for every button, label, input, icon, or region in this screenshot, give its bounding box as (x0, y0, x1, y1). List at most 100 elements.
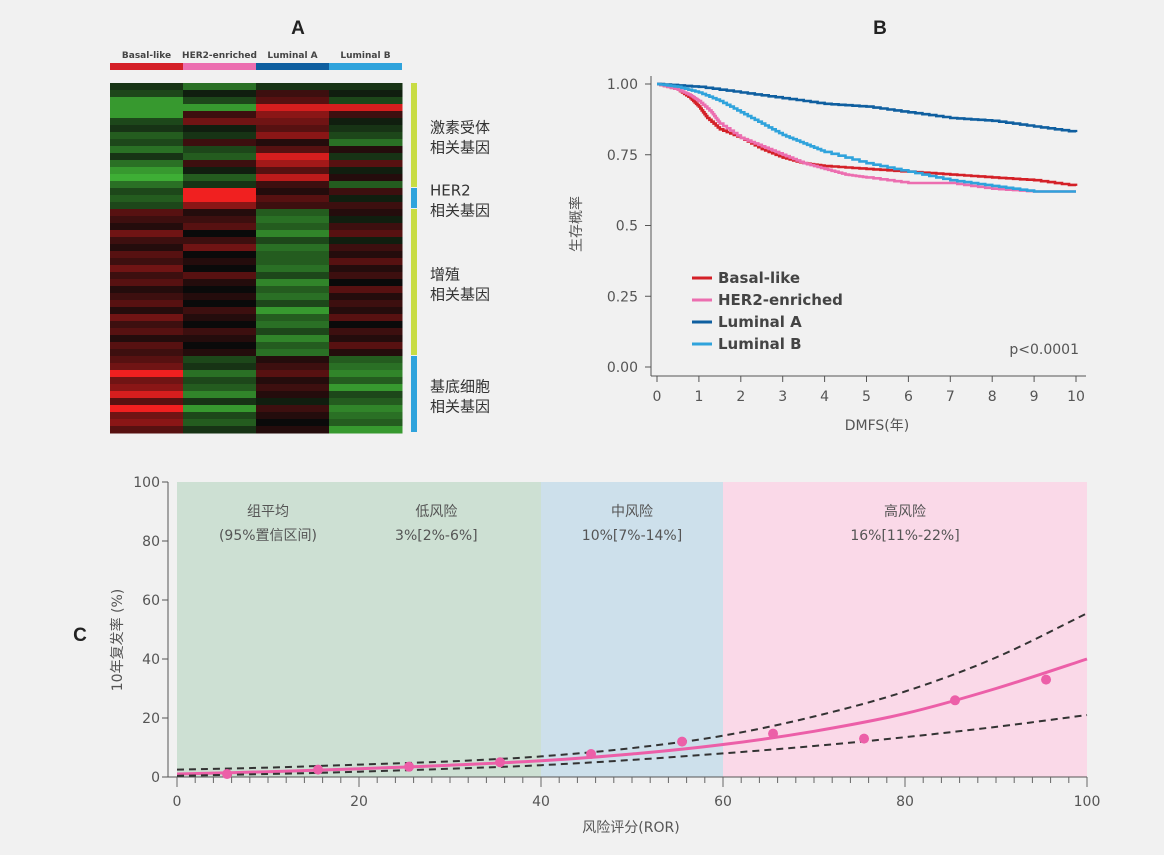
heatmap-cell (183, 90, 257, 98)
heatmap-cell (110, 272, 184, 280)
heatmap-cell (329, 391, 403, 399)
heatmap-cell (329, 398, 403, 406)
heatmap-cell (329, 97, 403, 105)
heatmap-cell (183, 363, 257, 371)
heatmap-cell (183, 258, 257, 266)
heatmap-cell (183, 237, 257, 245)
heatmap-cell (329, 328, 403, 336)
heatmap-cell (183, 251, 257, 259)
heatmap-cell (110, 391, 184, 399)
risk-zone-label: 高风险 (884, 503, 926, 520)
risk-data-point (1041, 674, 1052, 685)
heatmap-cell (110, 202, 184, 210)
gene-group-label: 相关基因 (430, 139, 490, 157)
heatmap-cell (256, 167, 330, 175)
subtype-label: HER2-enriched (182, 51, 257, 61)
heatmap-cell (256, 104, 330, 112)
survival-x-tick-label: 3 (778, 389, 787, 405)
risk-data-point (313, 764, 324, 775)
gene-group-bar (411, 83, 417, 187)
heatmap-cell (183, 216, 257, 224)
heatmap-cell (183, 265, 257, 273)
heatmap-cell (110, 314, 184, 322)
heatmap-cell (329, 258, 403, 266)
risk-data-point (859, 733, 870, 744)
risk-zone-label: 低风险 (415, 504, 457, 520)
heatmap-cell (183, 300, 257, 308)
risk-zone (723, 482, 1087, 777)
heatmap-cell (110, 335, 184, 343)
heatmap-cell (329, 153, 403, 161)
heatmap-cell (329, 251, 403, 259)
heatmap-cell (256, 132, 330, 140)
gene-group-label: 增殖 (430, 266, 460, 284)
survival-y-tick-label: 1.00 (607, 77, 638, 93)
heatmap-cell (329, 349, 403, 357)
survival-x-tick-label: 4 (820, 389, 829, 405)
heatmap-cell (256, 209, 330, 217)
risk-y-tick-label: 40 (142, 652, 160, 668)
heatmap-cell (183, 328, 257, 336)
heatmap-cell (256, 195, 330, 203)
heatmap-cell (110, 370, 184, 378)
heatmap-cell (183, 160, 257, 168)
heatmap-cell (110, 83, 184, 91)
heatmap-cell (256, 412, 330, 420)
heatmap-cell (256, 328, 330, 336)
heatmap-cell (183, 335, 257, 343)
heatmap-cell (329, 279, 403, 287)
heatmap-cell (183, 97, 257, 105)
heatmap-cell (329, 111, 403, 119)
heatmap-cell (329, 314, 403, 322)
heatmap-cell (183, 286, 257, 294)
survival-curve (657, 82, 1078, 187)
legend-entry: Luminal B (718, 335, 802, 353)
heatmap-cell (329, 426, 403, 434)
heatmap-cell (183, 195, 257, 203)
heatmap-cell (110, 118, 184, 126)
risk-y-axis-label: 10年复发率 (%) (109, 589, 126, 692)
heatmap-cell (256, 181, 330, 189)
heatmap-cell (183, 377, 257, 385)
heatmap-cell (256, 188, 330, 196)
heatmap-cell (110, 363, 184, 371)
heatmap-cell (329, 188, 403, 196)
heatmap-cell (183, 118, 257, 126)
heatmap-cell (329, 90, 403, 98)
heatmap-cell (110, 195, 184, 203)
heatmap-cell (329, 272, 403, 280)
heatmap-cell (329, 132, 403, 140)
heatmap-cell (329, 167, 403, 175)
risk-ci-curve (176, 714, 1088, 777)
heatmap-cell (183, 188, 257, 196)
heatmap-cell (329, 104, 403, 112)
heatmap-cell (110, 328, 184, 336)
heatmap-cell (110, 293, 184, 301)
heatmap-cell (329, 244, 403, 252)
heatmap-cell (256, 398, 330, 406)
survival-y-axis-label: 生存概率 (568, 196, 585, 252)
heatmap-cell (329, 307, 403, 315)
heatmap-cell (329, 223, 403, 231)
heatmap-cell (110, 237, 184, 245)
heatmap-cell (329, 370, 403, 378)
risk-data-point (768, 728, 779, 739)
heatmap-cell (183, 202, 257, 210)
heatmap-cell (256, 426, 330, 434)
heatmap-cell (329, 419, 403, 427)
heatmap-cell (110, 286, 184, 294)
heatmap-cell (256, 83, 330, 91)
heatmap-cell (256, 230, 330, 238)
survival-x-tick-label: 5 (862, 389, 871, 405)
heatmap-cell (183, 370, 257, 378)
risk-x-tick-label: 0 (173, 794, 182, 810)
heatmap-panel: Basal-like HER2-enriched Luminal A Luminal … (110, 51, 490, 434)
heatmap-cell (256, 272, 330, 280)
heatmap-cell (110, 90, 184, 98)
heatmap-cell (329, 265, 403, 273)
heatmap-cell (110, 174, 184, 182)
heatmap-cell (256, 370, 330, 378)
heatmap-cell (329, 293, 403, 301)
heatmap-cell (256, 300, 330, 308)
risk-y-tick-label: 80 (142, 534, 160, 550)
